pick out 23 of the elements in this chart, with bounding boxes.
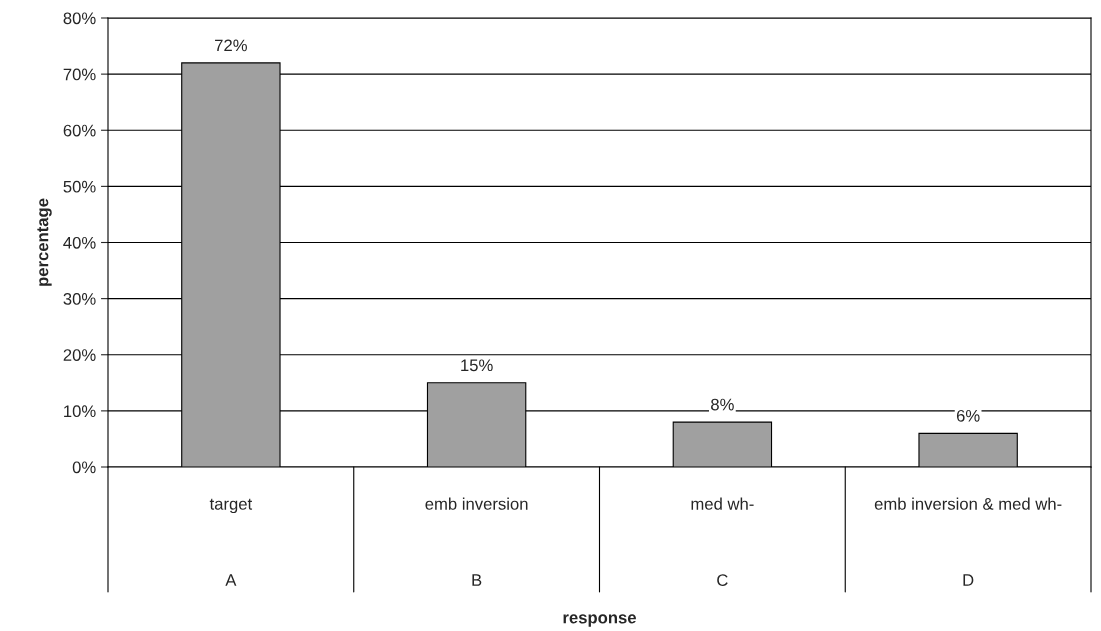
y-tick-label: 20%	[63, 349, 96, 361]
text: D	[963, 574, 974, 586]
y-tick-label: 0%	[72, 461, 96, 474]
x-tick-label: emb inversion & med wh-	[874, 497, 1062, 510]
y-tick-label: 40%	[63, 236, 96, 249]
x-tick-label: emb inversion	[425, 497, 528, 510]
x-tick-label: target	[209, 498, 253, 514]
text: B	[472, 574, 482, 586]
text: C	[717, 574, 728, 586]
data-label: 8%	[711, 398, 734, 411]
x-tick-label: med wh-	[691, 497, 754, 510]
y-tick-label: 80%	[63, 12, 96, 25]
y-tick-label: 70%	[63, 68, 96, 81]
text: response	[563, 614, 636, 627]
data-label: 6%	[956, 409, 980, 422]
y-tick-label: 30%	[63, 293, 96, 305]
y-tick-label: 50%	[63, 180, 96, 193]
text: A	[225, 574, 237, 586]
y-tick-label: 60%	[63, 124, 96, 137]
y-axis-title: percentage	[37, 198, 52, 286]
data-label: 72%	[215, 39, 247, 52]
y-tick-label: 10%	[64, 405, 96, 418]
data-label: 15%	[461, 359, 493, 372]
